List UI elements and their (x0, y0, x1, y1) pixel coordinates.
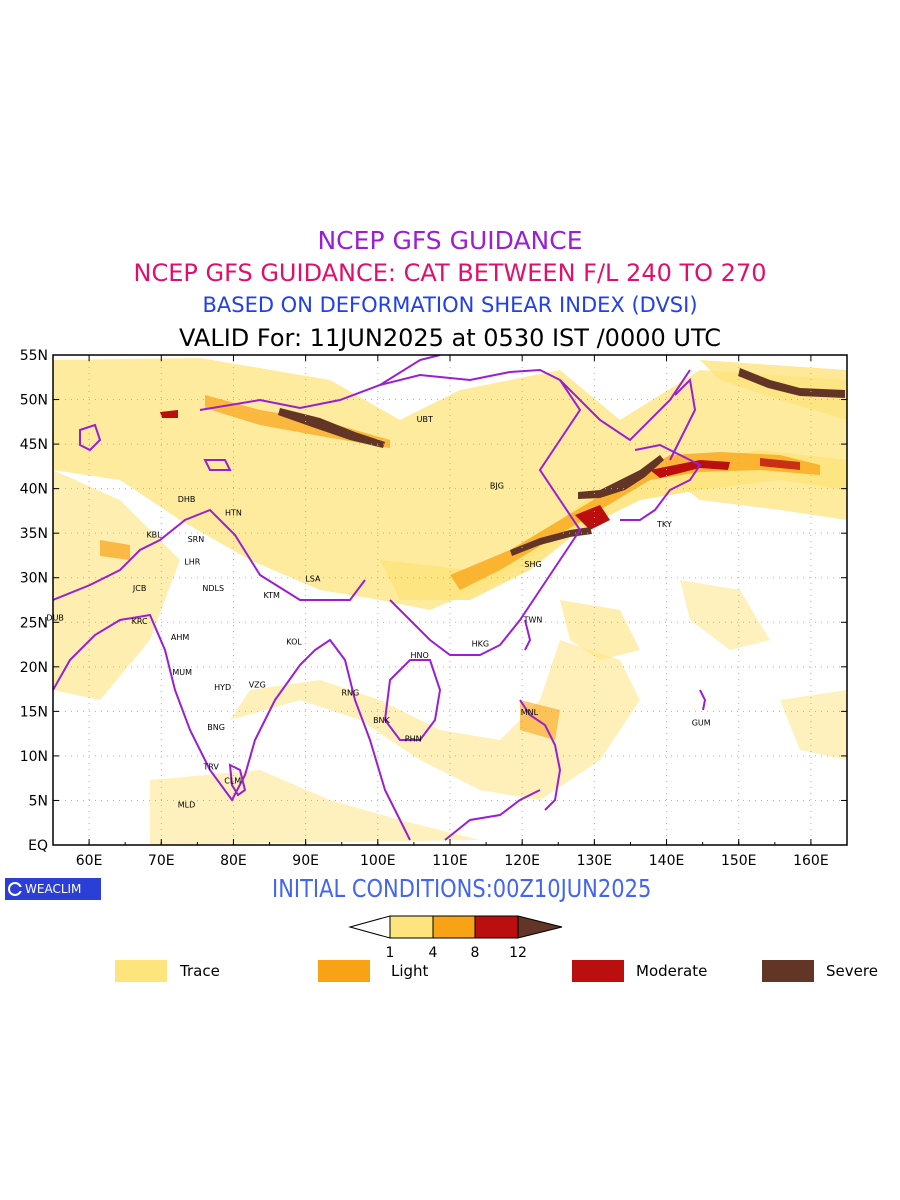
city-label: JCB (132, 584, 146, 593)
y-tick-label: 25N (20, 615, 48, 631)
city-label: BNG (207, 723, 225, 732)
colorbar-moderate-segment (474, 915, 519, 939)
x-tick-label: 80E (220, 853, 247, 869)
legend-label-light: Light (391, 962, 429, 980)
colorbar-tick: 12 (509, 945, 527, 961)
axis-ticks (52, 354, 848, 846)
city-label: CLM (224, 777, 241, 786)
page-title: NCEP GFS GUIDANCE (317, 226, 583, 255)
city-label: NDLS (202, 584, 224, 593)
city-label: BNK (373, 716, 390, 725)
colorbar-tick: 8 (471, 945, 480, 961)
city-label: BJG (490, 482, 504, 491)
y-axis-labels: 55N 50N 45N 40N 35N 30N 25N 20N 15N 10N 5N EQ (20, 348, 48, 854)
x-tick-label: 120E (504, 853, 540, 869)
city-label: VZG (249, 680, 266, 689)
map-subtitle: NCEP GFS GUIDANCE: CAT BETWEEN F/L 240 T… (133, 259, 767, 287)
colorbar-severe-triangle (517, 915, 563, 939)
y-tick-label: 40N (20, 482, 48, 498)
colorbar-trace-segment (389, 915, 434, 939)
x-axis-labels: 60E 70E 80E 90E 100E 110E 120E 130E 140E 150E 160E (76, 853, 829, 869)
city-label: HYD (214, 683, 231, 692)
city-labels: UBT BJG DHB HTN KBL SRN LHR NDLS JCB KTM LSA KRC DUB… (46, 415, 710, 810)
city-label: HNO (411, 651, 429, 660)
copyright-icon (8, 882, 22, 896)
x-tick-label: 150E (721, 853, 757, 869)
city-label: TRV (202, 762, 219, 771)
logo-text: WEACLIM (25, 882, 82, 896)
legend-swatch-trace (115, 960, 167, 982)
city-label: KRC (132, 617, 148, 626)
method-label: BASED ON DEFORMATION SHEAR INDEX (DVSI) (202, 293, 698, 317)
y-tick-label: EQ (28, 838, 48, 854)
colorbar-tick: 1 (386, 945, 395, 961)
legend-label-severe: Severe (826, 962, 878, 980)
y-tick-label: 55N (20, 348, 48, 364)
city-label: AHM (171, 633, 189, 642)
colorbar-below-triangle (348, 915, 391, 939)
city-label: KTM (263, 591, 280, 600)
city-label: DUB (46, 613, 64, 622)
city-label: MLD (178, 801, 196, 810)
city-label: LSA (305, 574, 321, 583)
x-tick-label: 100E (360, 853, 396, 869)
valid-time-label: VALID For: 11JUN2025 at 0530 IST /0000 U… (179, 324, 721, 352)
legend-swatch-severe (762, 960, 814, 982)
map-grid (53, 355, 847, 845)
country-boundaries (53, 355, 707, 841)
city-label: LHR (184, 557, 200, 566)
legend-label-moderate: Moderate (636, 962, 708, 980)
weaclim-logo: WEACLIM (5, 878, 101, 900)
legend-swatch-light (318, 960, 370, 982)
legend-label-trace: Trace (180, 962, 220, 980)
x-tick-label: 90E (292, 853, 319, 869)
x-tick-label: 130E (577, 853, 613, 869)
y-tick-label: 50N (20, 393, 48, 409)
x-tick-label: 160E (793, 853, 829, 869)
initial-conditions-label: INITIAL CONDITIONS:00Z10JUN2025 (272, 874, 652, 903)
city-label: SHG (524, 560, 541, 569)
colorbar-light-segment (432, 915, 476, 939)
y-tick-label: 15N (20, 704, 48, 720)
city-label: KBL (146, 531, 162, 540)
city-label: GUM (692, 719, 711, 728)
y-tick-label: 30N (20, 571, 48, 587)
city-label: DHB (178, 495, 196, 504)
x-tick-label: 70E (148, 853, 175, 869)
x-tick-label: 140E (649, 853, 685, 869)
x-tick-label: 60E (76, 853, 103, 869)
y-tick-label: 10N (20, 749, 48, 765)
y-tick-label: 5N (29, 793, 48, 809)
x-tick-label: 110E (432, 853, 468, 869)
intensity-colorbar: 1 4 8 12 (348, 915, 563, 961)
city-label: PHN (405, 735, 422, 744)
city-label: HKG (472, 639, 489, 648)
city-label: KOL (286, 638, 302, 647)
y-tick-label: 20N (20, 660, 48, 676)
colorbar-tick: 4 (429, 945, 438, 961)
y-tick-label: 35N (20, 526, 48, 542)
legend-swatch-moderate (572, 960, 624, 982)
city-label: MNL (521, 708, 539, 717)
city-label: MUM (172, 668, 192, 677)
y-tick-label: 45N (20, 437, 48, 453)
city-label: RNG (342, 688, 360, 697)
city-label: TKY (656, 520, 672, 529)
city-label: HTN (225, 508, 242, 517)
city-label: SRN (188, 535, 205, 544)
city-label: TWN (523, 615, 543, 624)
city-label: UBT (417, 415, 433, 424)
